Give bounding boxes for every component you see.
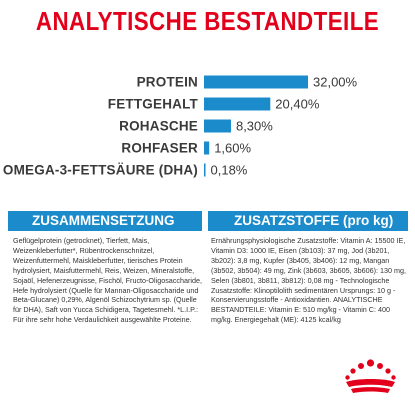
bar — [204, 163, 206, 177]
bar-value-label: 0,18% — [211, 163, 248, 178]
bar-category-label: OMEGA-3-FETTSÄURE (DHA) — [3, 163, 198, 178]
analysis-bar-chart: PROTEIN 32,00% FETTGEHALT 20,40% ROHASCHE 8,3… — [3, 75, 358, 178]
bar-value-label: 1,60% — [214, 141, 251, 156]
bar-category-label: ROHASCHE — [119, 119, 198, 134]
bar-value-label: 32,00% — [313, 75, 358, 90]
composition-text: Geflügelprotein (getrocknet), Tierfett, … — [13, 236, 202, 325]
bar-value-label: 8,30% — [236, 119, 273, 134]
additives-heading: ZUSATZSTOFFE (pro kg) — [208, 211, 408, 231]
royal-canin-crown-logo — [345, 359, 396, 393]
bar — [204, 75, 308, 89]
bar-category-label: FETTGEHALT — [108, 97, 199, 112]
page-title: ANALYTISCHE BESTANDTEILE — [35, 6, 380, 36]
bar — [204, 97, 271, 111]
bar — [204, 141, 210, 155]
bar-category-label: ROHFASER — [121, 141, 198, 156]
bar — [204, 119, 231, 133]
additives-text: Ernährungsphysiologische Zusatzstoffe: V… — [211, 236, 406, 325]
bar-category-label: PROTEIN — [137, 75, 198, 90]
bar-value-label: 20,40% — [275, 97, 320, 112]
composition-heading: ZUSAMMENSETZUNG — [8, 211, 202, 231]
